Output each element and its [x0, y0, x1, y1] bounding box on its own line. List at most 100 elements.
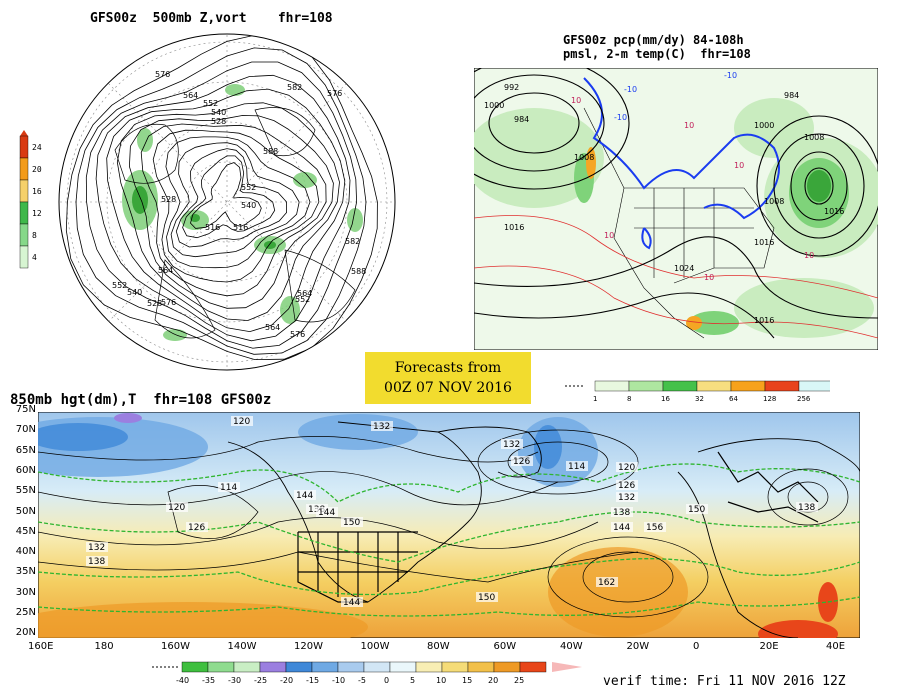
temp-scale-swatch	[311, 661, 339, 673]
longitude-label: 40W	[560, 641, 583, 652]
height-label: 114	[220, 483, 237, 493]
isobar-label: 1016	[824, 207, 844, 216]
temp-scale-tick: -5	[358, 676, 366, 685]
temp-scale-swatch	[389, 661, 417, 673]
isobar-label: 1016	[754, 238, 774, 247]
vort-scale-tick: 24	[32, 143, 42, 152]
temp-scale-tick: 0	[384, 676, 389, 685]
contour-label: 564	[297, 289, 312, 298]
height-label-bg	[371, 421, 393, 431]
height-label-bg	[686, 504, 708, 514]
height-contour	[165, 136, 311, 269]
panel-500mb-title: GFS00z 500mb Z,vort fhr=108	[90, 11, 333, 26]
height-label-bg	[511, 456, 533, 466]
isobar-label: 1016	[754, 316, 774, 325]
latitude-label: 70N	[15, 424, 36, 436]
latitude-label: 45N	[15, 525, 36, 537]
isobar-label: 1024	[674, 264, 694, 273]
latitude-label: 55N	[15, 485, 36, 497]
height-label-bg	[616, 462, 638, 472]
pcp-scale-tick: 8	[627, 395, 631, 403]
latitude-label: 35N	[15, 566, 36, 578]
height-label: 120	[233, 417, 250, 427]
temp-scale-tick: -20	[280, 676, 293, 685]
pcp-scale-swatch	[730, 380, 766, 392]
pcp-scale-tick: 16	[661, 395, 670, 403]
temp-label: 10	[734, 161, 744, 170]
temp-scale-swatch	[207, 661, 235, 673]
temp-scale-tick: -40	[176, 676, 189, 685]
vort-scale-tick: 16	[32, 187, 42, 196]
pcp-scale-swatch	[696, 380, 732, 392]
height-contour	[85, 61, 357, 349]
height-label-bg	[86, 556, 108, 566]
vort-scale-tick: 12	[32, 209, 42, 218]
longitude-label: 160E	[28, 641, 54, 652]
temp-scale-tick: 5	[410, 676, 415, 685]
height-label: 138	[613, 508, 630, 518]
longitude-label: 60W	[493, 641, 517, 652]
height-label-bg	[501, 439, 523, 449]
temp-scale-tick: -15	[306, 676, 319, 685]
longitude-label: 120W	[294, 641, 323, 652]
temp-scale-swatch	[337, 661, 365, 673]
height-label: 156	[646, 523, 663, 533]
temp-scale-swatch	[181, 661, 209, 673]
height-label: 120	[618, 463, 635, 473]
height-label: 138	[798, 503, 815, 513]
height-label: 126	[618, 481, 635, 491]
temp-scale-arrow	[552, 662, 582, 672]
height-label: 162	[598, 578, 615, 588]
longitude-label: 140W	[227, 641, 257, 652]
vort-scale-swatch	[19, 135, 29, 159]
height-label-bg	[476, 592, 498, 602]
temp-scale-swatch	[493, 661, 521, 673]
vort-color-scale	[19, 130, 29, 269]
temp-scale-tick: -35	[202, 676, 215, 685]
longitude-label: 20E	[759, 641, 779, 652]
longitude-label: 180	[94, 641, 114, 652]
panel-pcp-title-line1: GFS00z pcp(mm/dy) 84-108h	[563, 33, 744, 47]
temp-scale-swatch	[363, 661, 391, 673]
height-label-bg	[166, 502, 188, 512]
panel-pcp-title-line2: pmsl, 2-m temp(C) fhr=108	[563, 47, 751, 61]
height-label-bg	[218, 482, 240, 492]
isobar-label: 1008	[764, 197, 784, 206]
contour-label: 552	[112, 281, 127, 290]
pcp-scale-tick: 256	[797, 395, 811, 403]
longitude-label: 0	[693, 641, 700, 652]
longitude-label: 40E	[826, 641, 846, 652]
contour-label: 582	[345, 237, 360, 246]
pcp-scale-tick: 1	[593, 395, 597, 403]
height-label: 150	[343, 518, 360, 528]
vort-scale-swatch	[19, 245, 29, 269]
height-label-bg	[316, 507, 338, 517]
panel-850mb-title: 850mb hgt(dm),T fhr=108 GFS00z	[10, 392, 272, 408]
longitude-label: 20W	[626, 641, 650, 652]
pcp-scale-swatch	[594, 380, 630, 392]
height-label-bg	[86, 542, 108, 552]
map-850mb: 1201141201261321381441321381441501321261…	[38, 412, 860, 638]
isobar-label: 1016	[504, 223, 524, 232]
temp-scale-tick: 15	[462, 676, 472, 685]
temp-color-scale: -40 -35 -30 -25 -20 -15 -10 -5 0 5 10 15 20 25	[152, 661, 582, 685]
height-label: 144	[318, 508, 335, 518]
contour-label: 576	[161, 298, 176, 307]
height-contour	[152, 129, 320, 283]
height-contour	[116, 102, 340, 321]
height-label: 144	[343, 598, 360, 608]
height-label-bg	[796, 502, 818, 512]
temp-label: -10	[724, 71, 737, 80]
height-label: 144	[613, 523, 630, 533]
temp-scale-tick: 10	[436, 676, 446, 685]
contour-label: 516	[205, 223, 220, 232]
temp-label: 10	[684, 121, 694, 130]
pcp-scale-swatch	[764, 380, 800, 392]
contour-label: 564	[265, 323, 280, 332]
longitude-label: 160W	[161, 641, 190, 652]
height-label: 120	[168, 503, 185, 513]
contour-label: 564	[158, 266, 173, 275]
height-label-bg	[616, 480, 638, 490]
latitude-label: 25N	[15, 607, 36, 618]
temp-label: 10	[604, 231, 614, 240]
